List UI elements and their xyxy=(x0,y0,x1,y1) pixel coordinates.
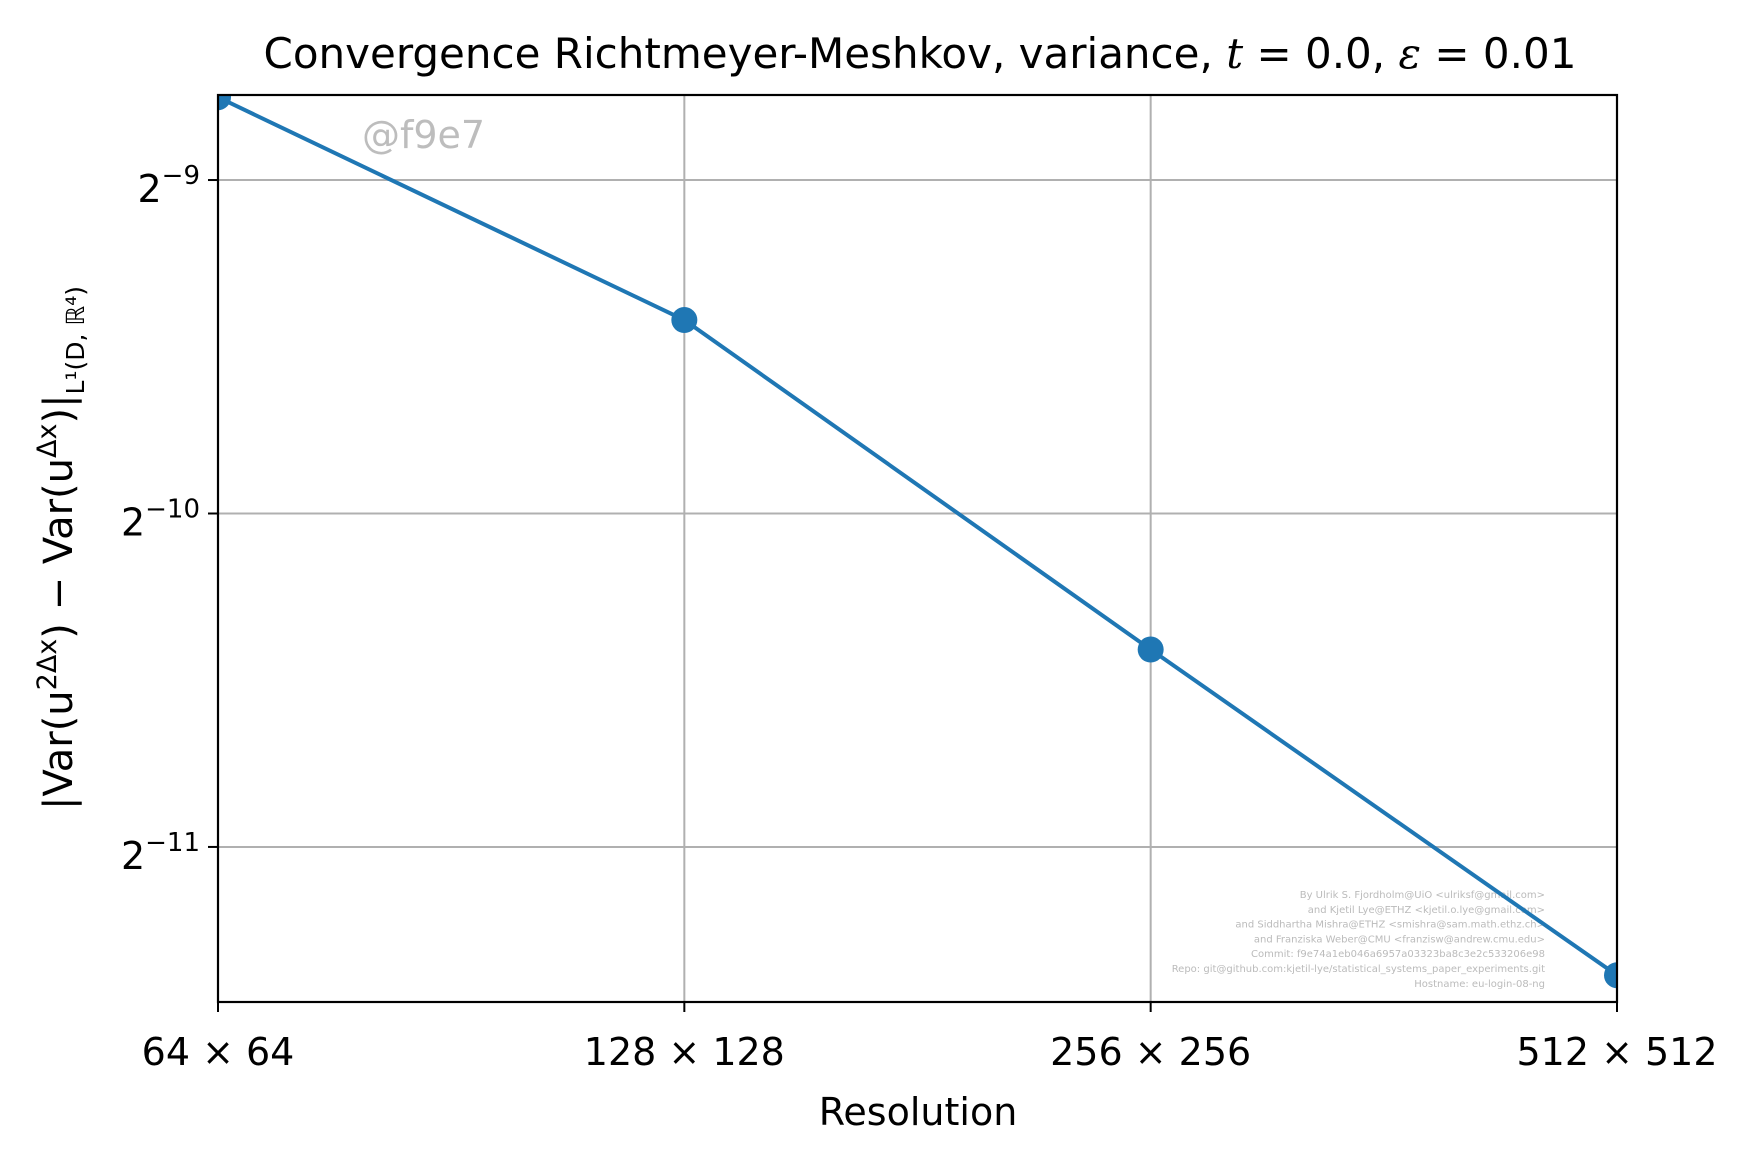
data-point xyxy=(1137,636,1164,663)
watermark-text: @f9e7 xyxy=(362,113,485,157)
series-line xyxy=(218,95,1617,977)
data-point xyxy=(671,307,698,334)
x-axis-label: Resolution xyxy=(819,1090,1018,1134)
credit-line: Hostname: eu-login-08-ng xyxy=(1414,979,1545,990)
x-tick-label: 512 × 512 xyxy=(1516,1030,1717,1074)
credit-line: Repo: git@github.com:kjetil-lye/statisti… xyxy=(1172,964,1545,975)
y-tick-label: 2−10 xyxy=(121,494,200,544)
grid-lines xyxy=(217,95,1618,1002)
x-axis-ticks: 64 × 64 128 × 128 256 × 256 512 × 512 xyxy=(142,1002,1718,1074)
y-tick-label: 2−9 xyxy=(137,161,200,211)
data-series xyxy=(218,95,1617,989)
credit-line: Commit: f9e74a1eb046a6957a03323ba8c3e2c5… xyxy=(1251,949,1545,960)
credit-line: By Ulrik S. Fjordholm@UiO <ulriksf@gmail… xyxy=(1300,890,1545,901)
plot-frame xyxy=(216,93,1619,1004)
credit-line: and Kjetil Lye@ETHZ <kjetil.o.lye@gmail.… xyxy=(1308,905,1545,916)
credits-block: By Ulrik S. Fjordholm@UiO <ulriksf@gmail… xyxy=(1172,890,1545,990)
x-tick-label: 128 × 128 xyxy=(584,1030,785,1074)
credit-line: and Franziska Weber@CMU <franzisw@andrew… xyxy=(1254,934,1545,945)
x-tick-label: 256 × 256 xyxy=(1050,1030,1251,1074)
x-tick-label: 64 × 64 xyxy=(142,1030,295,1074)
y-axis-ticks: 2−9 2−10 2−11 xyxy=(121,161,218,878)
y-tick-label: 2−11 xyxy=(121,828,200,878)
y-axis-label: |Var(u2Δx) − Var(uΔx)|L¹(D, ℝ⁴) xyxy=(32,286,90,810)
credit-line: and Siddhartha Mishra@ETHZ <smishra@sam.… xyxy=(1235,920,1545,931)
data-point xyxy=(1604,962,1617,989)
data-point xyxy=(218,95,231,111)
chart-title: Convergence Richtmeyer-Meshkov, variance… xyxy=(264,29,1577,78)
